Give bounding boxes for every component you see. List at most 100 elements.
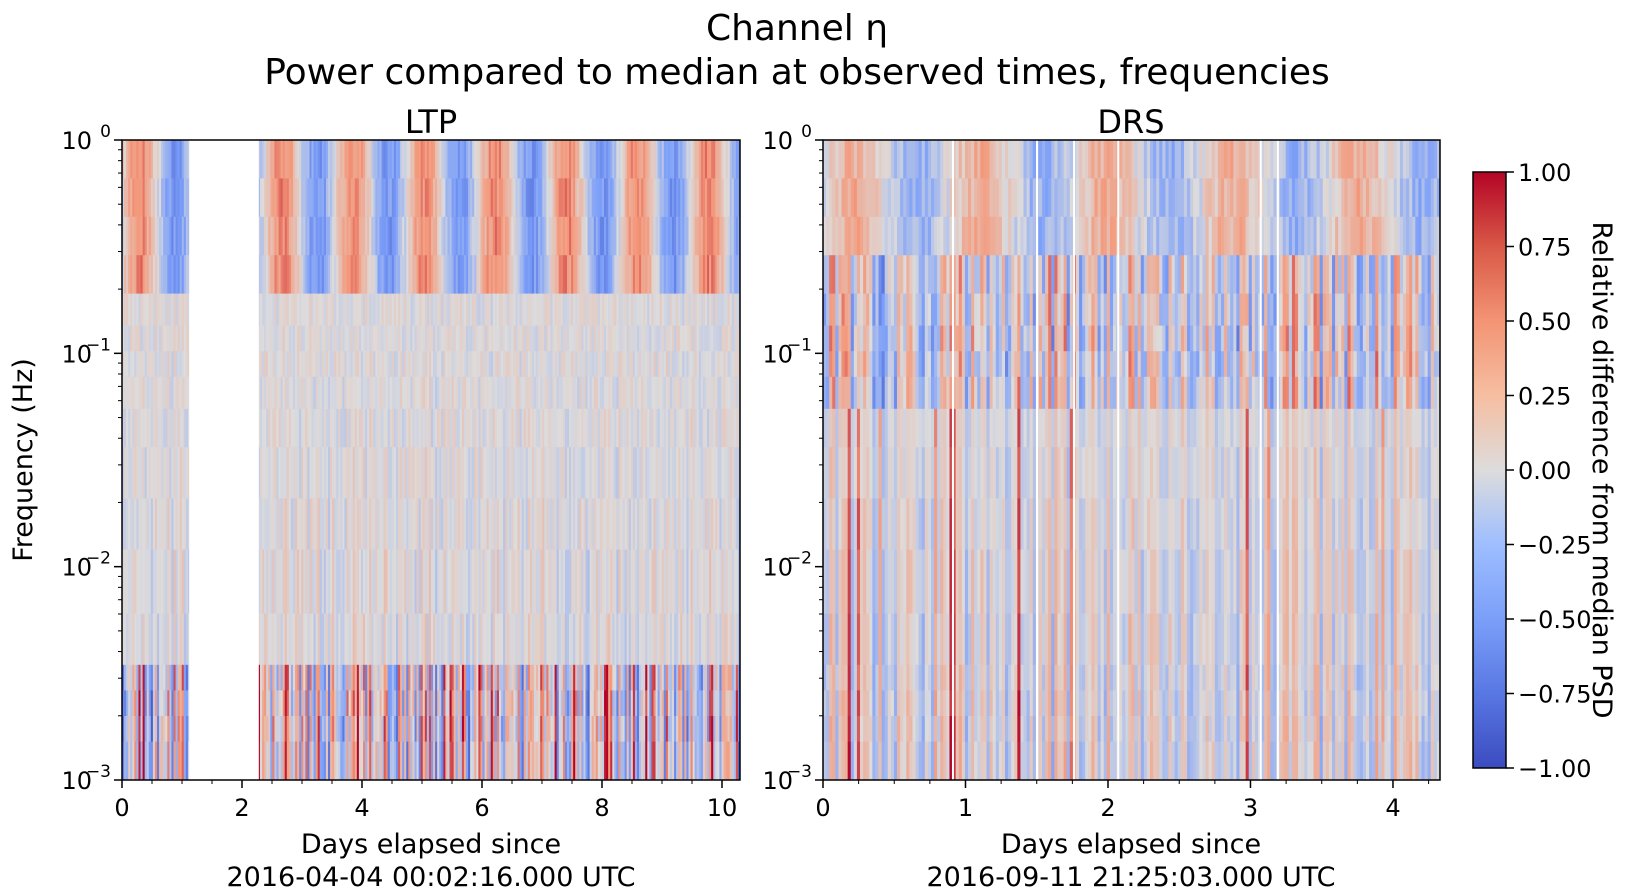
- heatmap-cell: [709, 447, 712, 499]
- heatmap-cell: [130, 351, 133, 378]
- heatmap-cell: [181, 325, 185, 352]
- heatmap-cell: [274, 549, 277, 614]
- heatmap-cell: [317, 690, 321, 717]
- heatmap-cell: [601, 351, 605, 378]
- heatmap-cell: [447, 376, 450, 410]
- heatmap-cell: [608, 293, 611, 326]
- heatmap-cell: [494, 178, 498, 218]
- heatmap-cell: [682, 255, 685, 294]
- heatmap-cell: [466, 140, 469, 179]
- heatmap-cell: [266, 408, 269, 448]
- heatmap-cell: [169, 408, 172, 448]
- heatmap-cell: [358, 140, 362, 179]
- heatmap-cell: [641, 664, 644, 691]
- heatmap-cell: [653, 325, 656, 352]
- heatmap-cell: [272, 498, 275, 550]
- heatmap-cell: [274, 716, 277, 742]
- heatmap-cell: [480, 741, 483, 780]
- heatmap-cell: [663, 178, 667, 218]
- heatmap-cell: [381, 549, 385, 614]
- heatmap-cell: [290, 351, 294, 378]
- heatmap-cell: [544, 376, 547, 410]
- heatmap-cell: [564, 613, 568, 666]
- heatmap-cell: [709, 255, 712, 294]
- heatmap-cell: [698, 690, 702, 717]
- heatmap-cell: [713, 447, 716, 499]
- heatmap-cell: [630, 216, 634, 256]
- heatmap-cell: [583, 178, 586, 218]
- heatmap-cell: [398, 255, 401, 294]
- heatmap-cell: [385, 140, 389, 179]
- heatmap-cell: [406, 408, 409, 448]
- heatmap-cell: [626, 447, 630, 499]
- heatmap-cell: [122, 178, 125, 218]
- heatmap-cell: [142, 498, 146, 550]
- heatmap-cell: [414, 255, 417, 294]
- heatmap-cell: [268, 178, 271, 218]
- heatmap-cell: [309, 376, 312, 410]
- heatmap-cell: [542, 498, 545, 550]
- heatmap-cell: [461, 549, 465, 614]
- heatmap-cell: [496, 325, 500, 352]
- heatmap-cell: [490, 664, 494, 691]
- heatmap-cell: [488, 664, 492, 691]
- heatmap-cell: [534, 216, 537, 256]
- heatmap-cell: [319, 408, 323, 448]
- heatmap-cell: [556, 408, 560, 448]
- heatmap-cell: [379, 293, 382, 326]
- heatmap-cell: [457, 140, 461, 179]
- heatmap-cell: [478, 613, 481, 666]
- heatmap-cell: [325, 690, 329, 717]
- heatmap-cell: [688, 376, 691, 410]
- heatmap-cell: [311, 741, 314, 780]
- heatmap-cell: [601, 741, 605, 780]
- heatmap-cell: [468, 293, 471, 326]
- heatmap-cell: [437, 613, 440, 666]
- heatmap-cell: [618, 351, 621, 378]
- heatmap-cell: [643, 178, 646, 218]
- heatmap-cell: [278, 255, 282, 294]
- heatmap-cell: [297, 216, 300, 256]
- heatmap-cell: [311, 408, 314, 448]
- heatmap-cell: [484, 325, 488, 352]
- heatmap-cell: [360, 216, 364, 256]
- heatmap-cell: [426, 140, 430, 179]
- heatmap-cell: [418, 140, 422, 179]
- heatmap-cell: [579, 376, 582, 410]
- heatmap-cell: [684, 408, 687, 448]
- heatmap-cell: [398, 447, 401, 499]
- heatmap-cell: [323, 447, 327, 499]
- heatmap-cell: [183, 690, 187, 717]
- heatmap-cell: [704, 325, 708, 352]
- heatmap-cell: [400, 741, 403, 780]
- heatmap-cell: [575, 293, 578, 326]
- heatmap-cell: [297, 140, 300, 179]
- heatmap-cell: [521, 216, 525, 256]
- heatmap-cell: [569, 613, 572, 666]
- heatmap-cell: [558, 613, 562, 666]
- heatmap-cell: [257, 741, 261, 780]
- heatmap-cell: [348, 613, 352, 666]
- heatmap-cell: [328, 613, 331, 666]
- heatmap-cell: [426, 716, 430, 742]
- heatmap-cell: [171, 408, 174, 448]
- heatmap-cell: [463, 351, 467, 378]
- heatmap-cell: [461, 216, 465, 256]
- heatmap-cell: [601, 255, 605, 294]
- heatmap-cell: [682, 376, 685, 410]
- heatmap-cell: [560, 351, 564, 378]
- heatmap-cell: [348, 376, 352, 410]
- heatmap-cell: [581, 741, 584, 780]
- heatmap-cell: [126, 549, 129, 614]
- heatmap-cell: [301, 549, 304, 614]
- heatmap-cell: [630, 498, 634, 550]
- heatmap-cell: [589, 498, 593, 550]
- heatmap-cell: [183, 741, 187, 780]
- heatmap-cell: [161, 408, 164, 448]
- heatmap-cell: [332, 716, 335, 742]
- heatmap-cell: [566, 664, 570, 691]
- heatmap-cell: [334, 255, 337, 294]
- heatmap-cell: [577, 178, 580, 218]
- heatmap-cell: [628, 690, 632, 717]
- heatmap-cell: [692, 549, 696, 614]
